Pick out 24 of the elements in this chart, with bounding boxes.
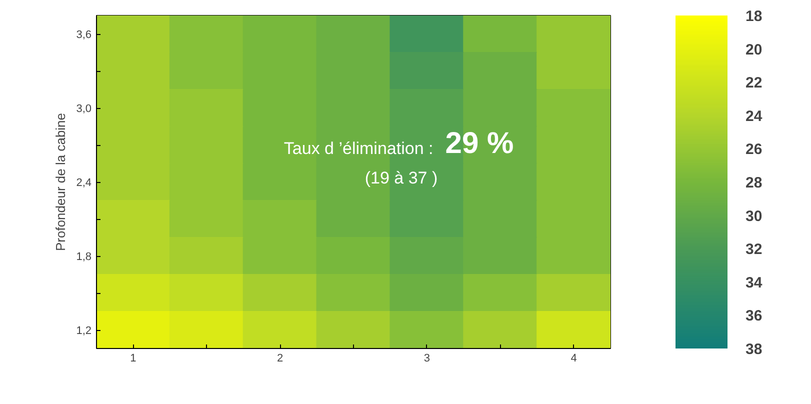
color-bar-label: 32 — [746, 241, 762, 258]
color-bar-label: 28 — [746, 174, 762, 192]
y-tick-label: 1,2 — [76, 325, 92, 337]
y-tick-label: 2,4 — [76, 177, 92, 189]
x-tick-label: 4 — [570, 352, 577, 364]
x-tick-label: 3 — [424, 352, 430, 364]
y-tick-label: 1,8 — [76, 251, 92, 263]
color-bar-label: 26 — [746, 141, 762, 158]
color-bar-label: 22 — [746, 74, 762, 92]
color-bar-label: 36 — [746, 308, 762, 325]
x-tick-label: 1 — [130, 352, 136, 364]
color-bar-label: 20 — [746, 41, 762, 58]
y-axis-title: Profondeur de la cabine — [53, 112, 68, 252]
annotation: (19 à 37 ) — [364, 168, 438, 188]
color-bar-label: 24 — [746, 108, 763, 125]
color-bar-label: 30 — [746, 208, 762, 225]
annotation: Taux d ’élimination : — [284, 138, 434, 158]
y-tick-label: 3,0 — [76, 103, 92, 115]
annotation: 29 % — [445, 126, 514, 160]
color-bar-label: 38 — [746, 341, 762, 358]
color-bar-label: 34 — [746, 274, 763, 292]
color-bar-label: 18 — [746, 8, 762, 25]
x-tick-label: 2 — [277, 352, 284, 364]
y-tick-label: 3,6 — [76, 29, 92, 41]
